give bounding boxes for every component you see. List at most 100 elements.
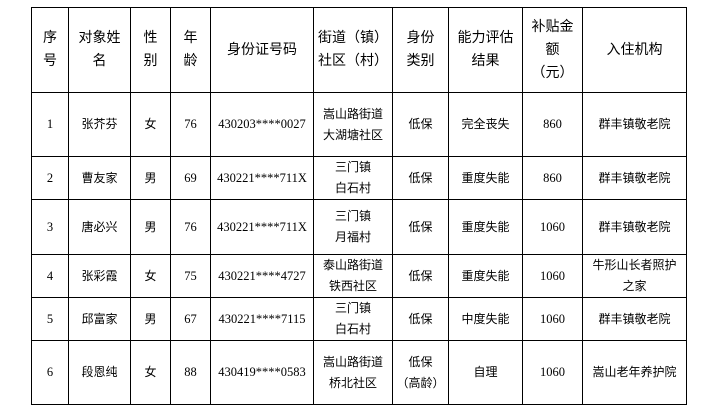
table-row: 4 张彩霞女 75 430221****4727 泰山路街道 铁西社区 低保 重度失能 1060… [31, 254, 687, 298]
header-text: 入住机构 [606, 41, 663, 58]
cell-subsidy: 860 [522, 156, 583, 200]
cell-id-number: 430203****0027 [210, 92, 314, 157]
cell-line: 群丰镇敬老院 [598, 170, 671, 185]
cell-line: 白石村 [334, 322, 371, 336]
header-ability: 能力评估 结果 [448, 7, 523, 93]
cell-id-number: 430221****711X [210, 199, 314, 255]
cell-age: 75 [170, 254, 211, 298]
cell-line: 嵩山路街道 [322, 106, 383, 121]
cell-line: 嵩山路街道 [322, 354, 383, 369]
cell-subsidy: 1060 [522, 199, 583, 255]
cell-line: 之家 [622, 279, 647, 293]
cell-line: 群丰镇敬老院 [598, 311, 671, 326]
cell-line: 大湖塘社区 [322, 127, 383, 142]
cell-id-number: 430221****4727 [210, 254, 314, 298]
cell-line: 三门镇 [334, 160, 371, 174]
cell-age: 76 [170, 199, 211, 255]
header-text: 额 [545, 41, 560, 58]
table-row: 1 张芥芬女 76 430203****0027 嵩山路街道 大湖塘社区 低保 完全丧失 860… [31, 92, 687, 157]
header-text: 能力评估 [457, 30, 514, 46]
cell-institution: 牛形山长者照护 之家 [582, 254, 687, 298]
cell-name: 张彩霞 [68, 254, 131, 298]
header-area: 街道（镇） 社区（村） [313, 7, 393, 93]
cell-no: 1 [31, 92, 69, 157]
header-text: （元） [531, 64, 574, 81]
cell-institution: 群丰镇敬老院 [582, 156, 687, 200]
cell-line: 低保 [408, 311, 433, 326]
cell-ability: 重度失能 [448, 254, 523, 298]
cell-name: 曹友家 [68, 156, 131, 200]
cell-line: 低保 [408, 268, 433, 283]
cell-line: 低保 [408, 219, 433, 234]
header-text: 龄 [183, 53, 198, 69]
cell-line: （高龄） [396, 375, 445, 390]
cell-line: 低保 [408, 170, 433, 185]
cell-area: 三门镇 白石村 [313, 156, 393, 200]
cell-type: 低保 [392, 254, 449, 298]
cell-area: 三门镇 白石村 [313, 297, 393, 341]
cell-age: 69 [170, 156, 211, 200]
cell-type: 低保 [392, 297, 449, 341]
cell-name: 张芥芬 [68, 92, 131, 157]
cell-ability: 重度失能 [448, 156, 523, 200]
table-row: 2 曹友家男 69 430221****711X 三门镇 白石村 低保 重度失能 860 群丰镇敬… [31, 156, 687, 200]
cell-line: 嵩山老年养护院 [592, 365, 677, 379]
cell-ability: 自理 [448, 340, 523, 405]
cell-area: 泰山路街道 铁西社区 [313, 254, 393, 298]
header-text: 性 [143, 30, 158, 46]
cell-line: 泰山路街道 [322, 258, 383, 272]
cell-area: 嵩山路街道大湖塘社区 [313, 92, 393, 157]
cell-no: 2 [31, 156, 69, 200]
cell-gender: 女 [130, 92, 171, 157]
header-no: 序号 [31, 7, 69, 93]
cell-institution: 群丰镇敬老院 [582, 199, 687, 255]
cell-name: 段恩纯 [68, 340, 131, 405]
cell-ability: 中度失能 [448, 297, 523, 341]
cell-line: 白石村 [334, 181, 371, 195]
cell-ability: 完全丧失 [448, 92, 523, 157]
cell-type: 低保 [392, 156, 449, 200]
cell-age: 67 [170, 297, 211, 341]
cell-id-number: 430419****0583 [210, 340, 314, 405]
cell-type: 低保 [392, 199, 449, 255]
header-text: 结果 [471, 53, 500, 69]
header-row: 序号对象姓名性别年龄身份证号码 街道（镇） 社区（村） 身份 类别 能力评估 结果 补贴金额（… [31, 7, 687, 93]
cell-area: 三门镇 月福村 [313, 199, 393, 255]
cell-no: 5 [31, 297, 69, 341]
header-text: 类别 [406, 53, 435, 69]
header-text: 号 [43, 53, 57, 69]
cell-age: 88 [170, 340, 211, 405]
cell-institution: 群丰镇敬老院 [582, 297, 687, 341]
cell-id-number: 430221****7115 [210, 297, 314, 341]
cell-institution: 嵩山老年养护院 [582, 340, 687, 405]
cell-subsidy: 860 [522, 92, 583, 157]
cell-area: 嵩山路街道 桥北社区 [313, 340, 393, 405]
cell-no: 6 [31, 340, 69, 405]
cell-subsidy: 1060 [522, 254, 583, 298]
header-type: 身份 类别 [392, 7, 449, 93]
cell-subsidy: 1060 [522, 297, 583, 341]
header-text: 补贴金 [531, 18, 574, 35]
header-text: 身份 [406, 30, 435, 46]
cell-gender: 男 [130, 156, 171, 200]
cell-gender: 男 [130, 297, 171, 341]
cell-line: 三门镇 [334, 301, 371, 315]
cell-line: 月福村 [334, 230, 371, 244]
header-gender: 性别 [130, 7, 171, 93]
cell-id-number: 430221****711X [210, 156, 314, 200]
header-text: 身份证号码 [227, 41, 297, 58]
cell-institution: 群丰镇敬老院 [582, 92, 687, 157]
table-row: 5 邱富家男 67 430221****7115 三门镇 白石村 低保 中度失能 1060 群丰镇… [31, 297, 687, 341]
header-text: 对象姓 [78, 30, 121, 46]
cell-gender: 男 [130, 199, 171, 255]
cell-name: 唐必兴 [68, 199, 131, 255]
cell-gender: 女 [130, 254, 171, 298]
header-text: 社区（村） [318, 53, 388, 69]
cell-gender: 女 [130, 340, 171, 405]
header-text: 序 [43, 30, 57, 46]
cell-line: 低保 [408, 117, 433, 131]
cell-subsidy: 1060 [522, 340, 583, 405]
header-subsidy: 补贴金额 （元） [522, 7, 583, 93]
header-age: 年龄 [170, 7, 211, 93]
header-id-number: 身份证号码 [210, 7, 314, 93]
